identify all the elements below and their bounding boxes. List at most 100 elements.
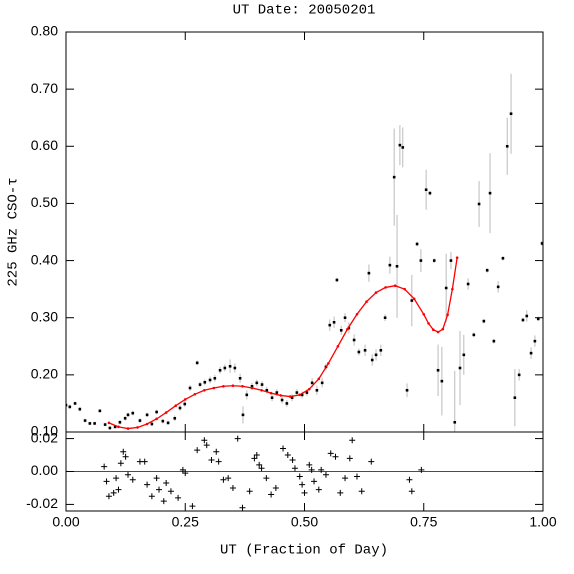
- point: [203, 442, 210, 449]
- point: [155, 410, 158, 414]
- point: [392, 175, 396, 179]
- point: [161, 419, 165, 423]
- fit-point: [193, 392, 197, 396]
- fit-point: [260, 388, 263, 392]
- point: [234, 435, 241, 442]
- point: [167, 488, 174, 495]
- point: [466, 282, 470, 286]
- point: [440, 379, 444, 383]
- point: [332, 320, 336, 324]
- point: [315, 486, 322, 493]
- point: [310, 381, 314, 385]
- point: [145, 413, 149, 417]
- point: [118, 420, 122, 424]
- y-tick-label: 0.20: [31, 366, 58, 382]
- point: [379, 348, 383, 352]
- point: [144, 481, 151, 488]
- y-tick-label: 0.40: [31, 251, 58, 267]
- point: [492, 339, 496, 343]
- point: [517, 373, 521, 377]
- point: [113, 425, 117, 429]
- point: [153, 475, 160, 482]
- point: [327, 450, 334, 457]
- point: [458, 366, 462, 370]
- point: [406, 476, 413, 483]
- fit-point: [231, 384, 235, 388]
- point: [295, 391, 299, 394]
- point: [223, 366, 227, 370]
- point: [482, 319, 486, 323]
- point: [256, 461, 263, 468]
- point: [93, 422, 96, 425]
- point: [233, 366, 237, 370]
- point: [103, 423, 107, 426]
- point: [485, 268, 489, 272]
- plot-area: [66, 73, 543, 432]
- point: [513, 396, 517, 400]
- point: [215, 458, 222, 465]
- point: [521, 318, 525, 322]
- point: [339, 328, 343, 332]
- point: [436, 368, 440, 372]
- y-tick-label: 0.50: [31, 194, 58, 210]
- point: [108, 426, 112, 430]
- point: [228, 364, 232, 368]
- point: [525, 314, 529, 318]
- point: [101, 463, 108, 470]
- point: [131, 411, 135, 415]
- point: [418, 466, 425, 473]
- fit-point: [298, 393, 302, 397]
- point: [229, 484, 236, 491]
- y-tick-label: 0.70: [31, 80, 58, 96]
- point: [410, 299, 414, 302]
- point: [462, 353, 466, 357]
- y-axis-label: 225 GHz CSO-τ: [6, 177, 22, 286]
- point: [148, 493, 155, 500]
- point: [175, 494, 182, 501]
- point: [105, 493, 112, 500]
- point: [444, 286, 448, 290]
- point: [78, 407, 82, 411]
- point: [73, 402, 77, 405]
- point: [322, 471, 329, 478]
- point: [251, 455, 258, 462]
- fit-point: [117, 425, 120, 429]
- point: [189, 503, 196, 510]
- point: [203, 380, 207, 384]
- point: [305, 391, 309, 394]
- point: [290, 396, 294, 400]
- point: [533, 339, 537, 343]
- point: [66, 403, 68, 407]
- fit-point: [374, 291, 378, 294]
- point: [195, 361, 199, 365]
- point: [363, 348, 367, 352]
- point: [337, 489, 344, 496]
- point: [488, 191, 492, 195]
- point: [250, 384, 254, 388]
- point: [398, 143, 402, 147]
- frame: [65, 431, 544, 512]
- y-tick-label: 0.60: [31, 137, 58, 153]
- x-tick-label: 0.50: [291, 514, 318, 530]
- point: [213, 376, 217, 380]
- point: [289, 456, 296, 463]
- point: [263, 475, 270, 482]
- point: [296, 473, 303, 480]
- point: [188, 386, 192, 390]
- point: [453, 420, 457, 424]
- point: [395, 264, 399, 268]
- point: [357, 350, 361, 354]
- y-tick-label: 0.80: [31, 23, 58, 39]
- point: [113, 475, 120, 482]
- point: [496, 285, 500, 289]
- point: [141, 458, 148, 465]
- fit-point: [422, 312, 426, 316]
- point: [178, 406, 182, 410]
- fit-point: [436, 330, 440, 334]
- fit-point: [427, 322, 430, 325]
- point: [349, 437, 356, 444]
- fit-point: [455, 256, 459, 260]
- point: [253, 452, 260, 459]
- point: [125, 471, 132, 478]
